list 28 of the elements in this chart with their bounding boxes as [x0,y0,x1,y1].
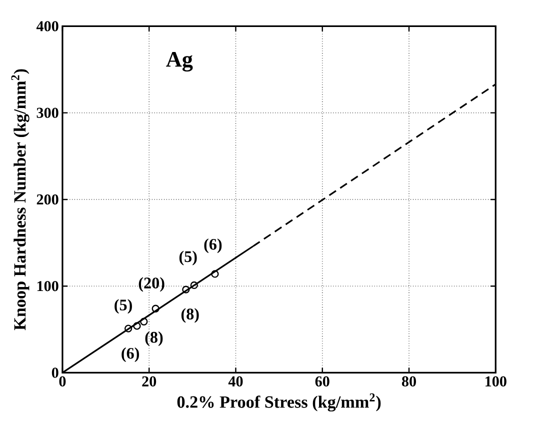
annotation: (20) [138,277,164,292]
annotation: (6) [122,347,140,362]
y-tick-label: 0 [52,368,58,378]
y-tick-label: 100 [37,280,58,292]
y-tick-label: 400 [36,21,58,32]
x-tick-label: 20 [142,376,156,386]
point [182,286,190,294]
point [140,318,148,326]
annotation: (8) [145,331,163,346]
x-axis-title: 0.2% Proof Stress (kg/mm$^{2}$) [177,393,381,412]
point [124,324,132,332]
point [133,322,141,330]
x-tick-label: 60 [315,376,330,386]
annotation: (8) [181,308,199,323]
point [190,281,198,289]
y-tick-label: 200 [36,194,58,204]
annotation: (6) [204,238,222,253]
x-tick-label: 40 [228,376,243,386]
point [152,304,160,312]
x-tick-label: 0 [59,376,66,386]
annotation: (5) [114,298,132,314]
y-axis-title: Knoop Hardness Number (kg/mm$^{2}$) [11,69,30,330]
x-tick-label: 80 [402,376,416,386]
annotation: (5) [179,250,197,266]
y-tick-label: 300 [36,108,58,118]
text: Ag [166,52,193,72]
point [211,270,219,278]
x-tick-label: 100 [486,376,506,386]
